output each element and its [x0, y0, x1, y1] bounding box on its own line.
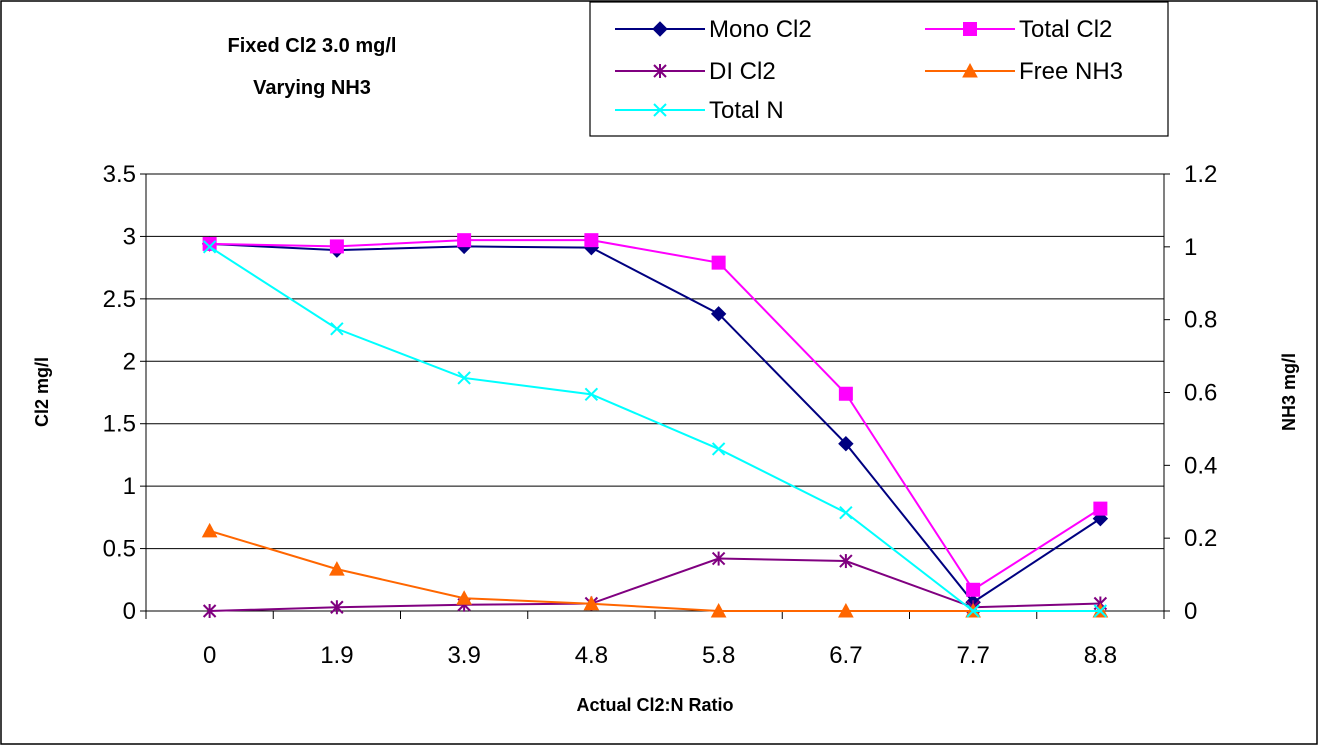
x-tick-label: 4.8 [575, 642, 608, 669]
data-point [839, 505, 853, 520]
series-total-n [202, 240, 1108, 618]
y-left-tick-label: 1.5 [103, 411, 136, 438]
y-right-tick-label: 0.8 [1184, 307, 1217, 334]
data-point [583, 595, 600, 611]
y-axis-left-title: Cl2 mg/l [32, 357, 52, 427]
data-point [329, 239, 344, 254]
data-point [838, 602, 854, 618]
legend-label: Mono Cl2 [709, 16, 812, 43]
data-point [711, 255, 726, 270]
data-point [584, 387, 599, 402]
series-line [209, 557, 1101, 612]
data-point [839, 554, 853, 569]
legend-box [589, 1, 1169, 137]
data-point [838, 435, 854, 452]
marker-stroke [457, 371, 471, 385]
x-axis-title: Actual Cl2:N Ratio [576, 695, 733, 715]
x-tick-label: 6.7 [829, 642, 862, 669]
series-line [209, 529, 1101, 612]
y-right-tick-label: 1.2 [1184, 161, 1217, 188]
series-total-cl2 [202, 233, 1108, 597]
marker-stroke [202, 240, 217, 254]
x-tick-label: 5.8 [702, 642, 735, 669]
legend-item: Total Cl2 [925, 16, 1112, 43]
x-tick-label: 7.7 [956, 642, 989, 669]
legend-marker [963, 22, 977, 36]
series-line [209, 245, 1101, 612]
x-tick-label: 8.8 [1084, 642, 1117, 669]
y-right-tick-label: 0.4 [1184, 452, 1217, 479]
data-point [202, 604, 217, 618]
data-point [330, 600, 344, 615]
marker-stroke [839, 505, 853, 520]
y-left-tick-label: 3 [123, 223, 136, 250]
y-left-tick-label: 0 [123, 598, 136, 625]
data-point [202, 240, 217, 254]
series-line [209, 242, 1101, 604]
data-point [457, 233, 472, 248]
data-point [201, 522, 218, 538]
y-left-tick-label: 0.5 [103, 536, 136, 563]
legend-item: Mono Cl2 [615, 16, 812, 43]
legend-label: Free NH3 [1019, 58, 1123, 85]
marker-stroke [1093, 604, 1108, 618]
y-left-tick-label: 1 [123, 473, 136, 500]
data-point [584, 233, 599, 248]
data-point [710, 602, 727, 618]
y-right-tick-label: 0.2 [1184, 525, 1217, 552]
legend-marker [652, 21, 668, 37]
y-axis-right-title: NH3 mg/l [1279, 353, 1299, 431]
x-tick-label: 0 [203, 642, 216, 669]
y-left-tick-label: 2.5 [103, 286, 136, 313]
legend-marker [653, 64, 667, 78]
data-point [1093, 501, 1108, 516]
marker-stroke [653, 103, 667, 117]
legend-item: Total N [615, 97, 784, 124]
legend-item: DI Cl2 [615, 58, 776, 85]
series-layer [201, 233, 1109, 618]
y-left-tick-label: 3.5 [103, 161, 136, 188]
data-point [456, 590, 472, 605]
data-point [202, 236, 217, 251]
data-point [711, 551, 726, 566]
data-point [966, 582, 981, 597]
data-point [330, 322, 344, 336]
y-left-tick-label: 2 [123, 348, 136, 375]
chart-title-line-1: Fixed Cl2 3.0 mg/l [228, 35, 397, 57]
legend-marker [653, 103, 667, 117]
data-point [710, 306, 727, 322]
data-point [838, 386, 853, 401]
x-tick-label: 1.9 [320, 642, 353, 669]
chart-title-line-2: Varying NH3 [253, 77, 371, 99]
legend-label: Total Cl2 [1019, 16, 1112, 43]
data-point [711, 442, 726, 456]
x-tick-label: 3.9 [447, 642, 480, 669]
grid [146, 173, 1164, 550]
legend-label: DI Cl2 [709, 58, 776, 85]
legend-label: Total N [709, 97, 784, 124]
data-point [966, 604, 980, 618]
data-point [457, 371, 471, 385]
legend-marker [962, 62, 978, 78]
y-right-tick-label: 0 [1184, 598, 1197, 625]
legend: Mono Cl2 Total Cl2 DI Cl2 Free NH3 Total N [615, 16, 1123, 124]
y-right-tick-label: 0.6 [1184, 380, 1217, 407]
legend-item: Free NH3 [925, 58, 1123, 85]
marker-stroke [711, 442, 726, 456]
y-right-tick-label: 1 [1184, 234, 1197, 261]
data-point [329, 561, 345, 576]
marker-stroke [584, 387, 599, 402]
series-line [209, 239, 1101, 592]
marker-stroke [966, 604, 980, 618]
data-point [1093, 604, 1108, 618]
marker-stroke [330, 322, 344, 336]
